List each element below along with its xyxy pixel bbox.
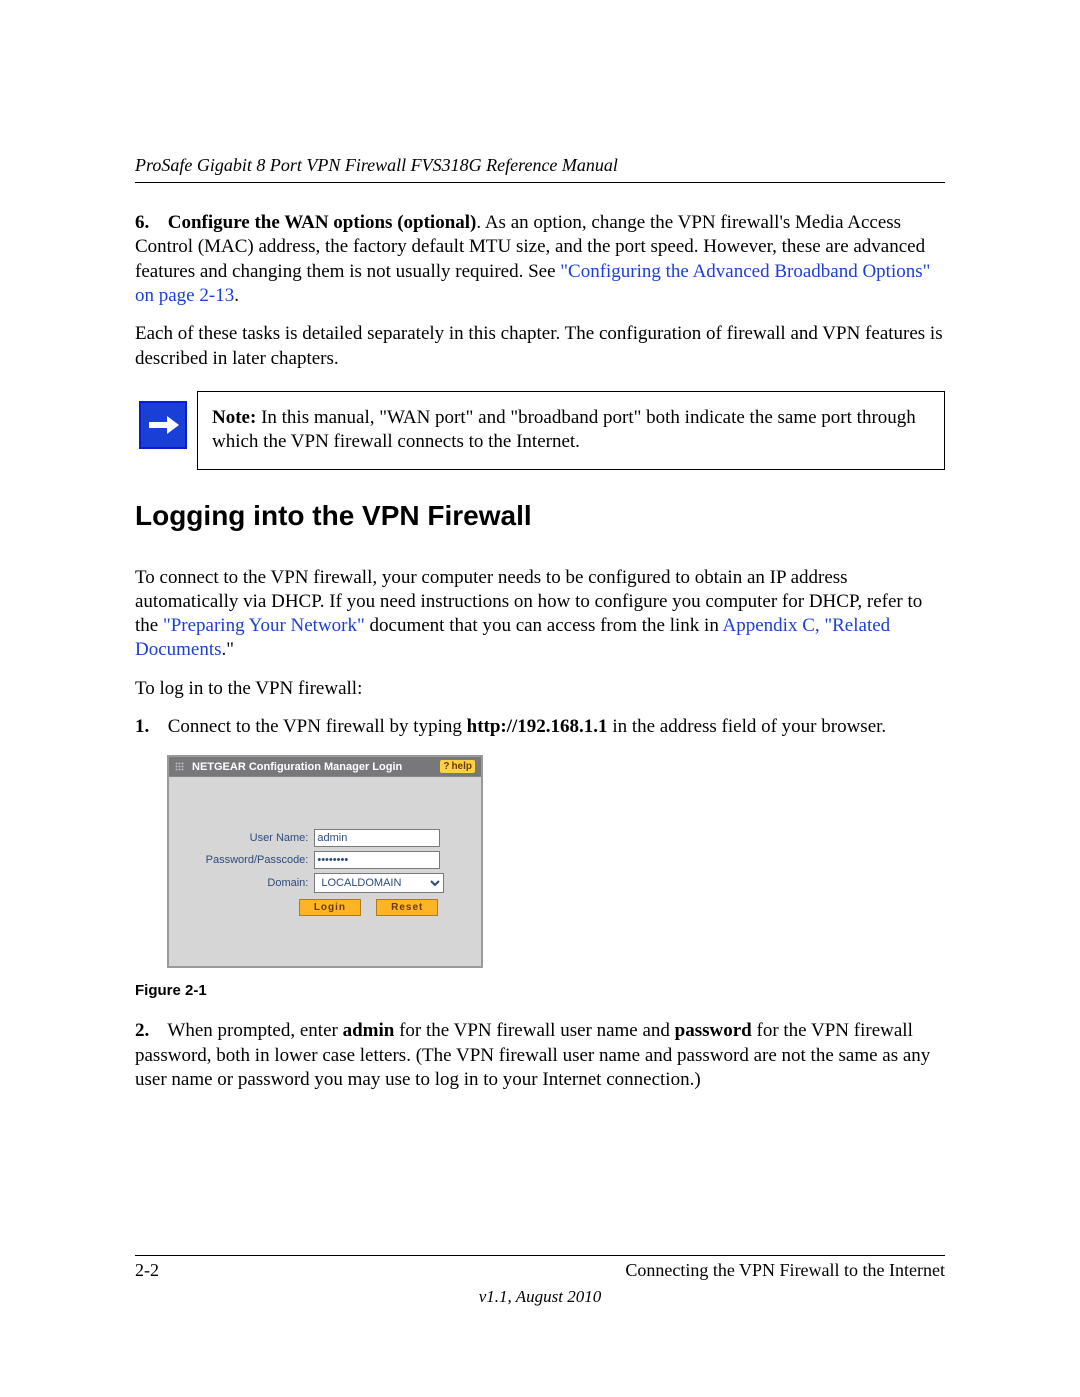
chapter-title: Connecting the VPN Firewall to the Inter…	[625, 1260, 945, 1281]
note-text: Note: In this manual, "WAN port" and "br…	[197, 391, 945, 470]
step-6: 6. Configure the WAN options (optional).…	[135, 211, 945, 308]
intro-paragraph: To connect to the VPN firewall, your com…	[135, 566, 945, 663]
label-domain: Domain:	[203, 871, 312, 895]
note-box: Note: In this manual, "WAN port" and "br…	[135, 391, 945, 470]
username-input[interactable]	[314, 829, 440, 847]
step-6-content: Configure the WAN options (optional). As…	[135, 212, 930, 306]
step2-pre: When prompted, enter	[167, 1020, 342, 1041]
list-number: 6.	[135, 211, 163, 235]
arrow-right-icon	[139, 401, 187, 449]
footer-rule	[135, 1255, 945, 1256]
login-window: NETGEAR Configuration Manager Login ?hel…	[167, 755, 483, 968]
figure-login-screenshot: NETGEAR Configuration Manager Login ?hel…	[167, 755, 945, 968]
after-list-paragraph: Each of these tasks is detailed separate…	[135, 322, 945, 371]
question-icon: ?	[443, 761, 449, 772]
figure-caption: Figure 2-1	[135, 982, 945, 999]
step-6-bold: Configure the WAN options (optional)	[168, 212, 477, 233]
grip-icon	[175, 762, 184, 771]
help-button[interactable]: ?help	[440, 760, 475, 773]
list-number: 1.	[135, 715, 163, 739]
step1-pre: Connect to the VPN firewall by typing	[168, 716, 467, 737]
login-step-1: 1. Connect to the VPN firewall by typing…	[135, 715, 945, 739]
list-number: 2.	[135, 1019, 163, 1043]
manual-page: ProSafe Gigabit 8 Port VPN Firewall FVS3…	[0, 0, 1080, 1397]
label-password: Password/Passcode:	[203, 849, 312, 871]
running-header: ProSafe Gigabit 8 Port VPN Firewall FVS3…	[135, 155, 945, 176]
header-rule	[135, 182, 945, 183]
step2-mid1: for the VPN firewall user name and	[394, 1020, 674, 1041]
page-footer: 2-2 Connecting the VPN Firewall to the I…	[135, 1255, 945, 1307]
step2-content: When prompted, enter admin for the VPN f…	[135, 1020, 930, 1090]
step1-content: Connect to the VPN firewall by typing ht…	[168, 716, 886, 737]
domain-select[interactable]: LOCALDOMAIN	[314, 873, 444, 893]
login-body: User Name: Password/Passcode: Domain:	[169, 777, 481, 966]
section-heading: Logging into the VPN Firewall	[135, 500, 945, 532]
doc-version: v1.1, August 2010	[135, 1287, 945, 1307]
login-titlebar: NETGEAR Configuration Manager Login ?hel…	[169, 757, 481, 777]
step1-url: http://192.168.1.1	[467, 716, 608, 737]
login-button[interactable]: Login	[299, 899, 361, 916]
page-number: 2-2	[135, 1260, 159, 1281]
help-label: help	[451, 761, 472, 772]
step-6-tail: .	[234, 285, 239, 306]
login-lead: To log in to the VPN firewall:	[135, 677, 945, 701]
password-input[interactable]	[314, 851, 440, 869]
intro-mid: document that you can access from the li…	[365, 615, 723, 636]
intro-post: ."	[222, 639, 235, 660]
note-label: Note:	[212, 407, 256, 428]
link-preparing-network[interactable]: "Preparing Your Network"	[163, 615, 365, 636]
reset-button[interactable]: Reset	[376, 899, 438, 916]
login-step-2: 2. When prompted, enter admin for the VP…	[135, 1019, 945, 1092]
step2-bold2: password	[675, 1020, 752, 1041]
login-title: NETGEAR Configuration Manager Login	[192, 761, 402, 773]
label-username: User Name:	[203, 827, 312, 849]
step1-post: in the address field of your browser.	[608, 716, 887, 737]
step2-bold1: admin	[343, 1020, 395, 1041]
note-body: In this manual, "WAN port" and "broadban…	[212, 407, 916, 452]
